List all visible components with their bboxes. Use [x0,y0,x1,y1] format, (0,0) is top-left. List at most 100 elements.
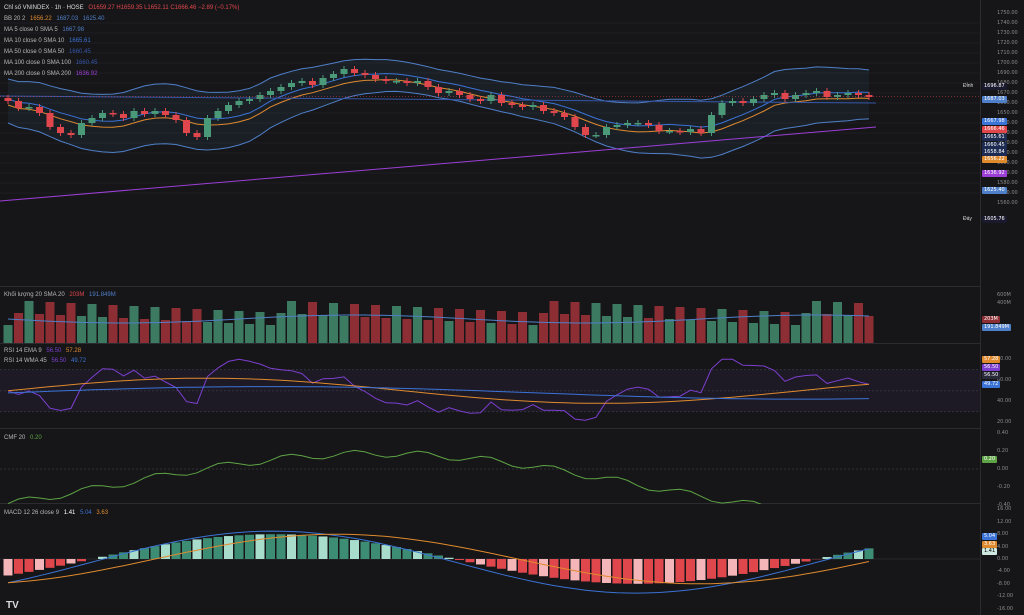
candle-body [162,111,169,115]
legend-ma50[interactable]: MA 50 close 0 SMA 50 1660.45 [4,49,91,55]
volume-bar [738,310,748,343]
macd-histogram-bar [854,550,863,559]
volume-bar [822,314,832,343]
macd-histogram-bar [276,534,286,559]
legend-rsi-wma[interactable]: RSI 14 WMA 45 56.50 49.72 [4,358,87,364]
candle-body [361,73,369,75]
price-tick: 1720.00 [997,40,1018,46]
candle-body [193,133,201,137]
volume-bar [213,310,223,343]
legend-macd[interactable]: MACD 12 26 close 9 1.41 5.04 3.63 [4,510,109,516]
legend-bb[interactable]: BB 20 2 1656.22 1687.03 1625.40 [4,16,105,22]
candle-body [750,99,757,103]
macd-histogram-bar [623,559,632,584]
macd-histogram-bar [308,535,317,559]
macd-histogram-bar [770,559,779,569]
macd-histogram-bar [507,559,517,571]
candle-body [739,101,747,103]
rsi-tick: 80.00 [997,356,1012,363]
volume-bar [98,317,107,343]
cmf-tag: 0.20 [982,456,998,463]
price-tick: 1730.00 [997,30,1018,36]
macd-tick: 0.00 [997,556,1009,562]
macd-chart[interactable] [0,504,980,615]
price-pane[interactable]: Chỉ số VNINDEX · 1h · HOSE O1659.27 H165… [0,0,980,287]
candle-body [36,107,43,113]
volume-bar [623,317,632,343]
volume-bar [276,313,286,343]
volume-bar [686,320,695,343]
macd-histogram-bar [707,559,716,579]
candle-body [235,101,243,105]
price-axis[interactable]: 1750.00 1740.00 1730.00 1720.00 1710.00 1700.… [963,0,1024,615]
macd-histogram-bar [266,534,275,559]
candle-body [666,131,673,133]
legend-ma200[interactable]: MA 200 close 0 SMA 200 1636.92 [4,71,98,77]
candle-body [655,125,663,131]
candle-body [319,78,327,85]
candle-body [865,95,873,97]
volume-bar [329,303,338,343]
candle-body [540,105,547,111]
candle-body [813,91,820,93]
candle-body [351,69,358,73]
legend-cmf[interactable]: CMF 20 0.20 [4,435,42,441]
volume-bar [654,306,664,343]
macd-tick: -4.00 [997,568,1010,575]
macd-histogram-bar [654,559,664,584]
volume-chart[interactable] [0,287,980,344]
candle-body [382,79,390,81]
macd-pane[interactable]: MACD 12 26 close 9 1.41 5.04 3.63 TV [0,504,980,615]
candle-body [330,74,337,78]
volume-pane[interactable]: Khối lượng 20 SMA 20 203M 191.849M [0,287,980,344]
legend-rsi-ema[interactable]: RSI 14 EMA 9 56.50 57.28 [4,348,82,354]
volume-bar [3,325,13,343]
volume-bar [434,308,443,343]
legend-ma5[interactable]: MA 5 close 0 SMA 5 1667.98 [4,27,85,33]
rsi-pane[interactable]: RSI 14 EMA 9 56.50 57.28 RSI 14 WMA 45 5… [0,344,980,429]
candle-body [697,129,705,133]
macd-histogram-bar [791,559,800,564]
volume-bar [581,315,590,343]
price-tick: 1740.00 [997,20,1018,26]
cmf-chart[interactable] [0,429,980,504]
volume-sma-line [7,314,870,324]
macd-histogram-bar [35,559,44,570]
macd-histogram-bar [161,544,170,559]
macd-tick: -16.00 [997,605,1014,612]
macd-histogram-bar [696,559,706,581]
ma200-line [0,126,877,202]
price-tick: 1640.00 [997,120,1018,126]
price-chart[interactable] [0,0,980,287]
volume-bar [14,313,23,343]
macd-histogram-bar [497,559,506,569]
volume-bar [749,323,758,343]
candle-body [25,107,33,109]
candle-body [792,95,799,99]
volume-bar [497,311,506,343]
macd-histogram-bar [392,546,401,559]
tradingview-logo[interactable]: TV [6,600,19,611]
volume-bar [528,325,538,343]
candle-body [130,111,138,118]
ma200-tag: 1636.92 [982,170,1007,177]
rsi-tick: 60.00 [997,377,1012,384]
volume-bar [287,301,296,343]
candle-body [445,91,453,93]
rsi-chart[interactable] [0,344,980,429]
macd-histogram-bar [822,557,832,559]
macd-histogram-bar [864,548,874,559]
macd-histogram-bar [665,559,674,583]
macd-tick: 12.00 [997,518,1012,525]
volume-bar [791,325,800,343]
legend-ma100[interactable]: MA 100 close 0 SMA 100 1660.45 [4,60,98,66]
price-tick: 1700.00 [997,60,1018,66]
legend-ma10[interactable]: MA 10 close 0 SMA 10 1665.61 [4,38,91,44]
volume-tick: 600M [997,292,1011,298]
cmf-pane[interactable]: CMF 20 0.20 [0,429,980,504]
legend-volume[interactable]: Khối lượng 20 SMA 20 203M 191.849M [4,292,116,298]
candle-body [277,87,285,91]
macd-histogram-bar [77,559,86,562]
price-tick: 1570.00 [997,190,1018,196]
candle-body [57,127,64,133]
